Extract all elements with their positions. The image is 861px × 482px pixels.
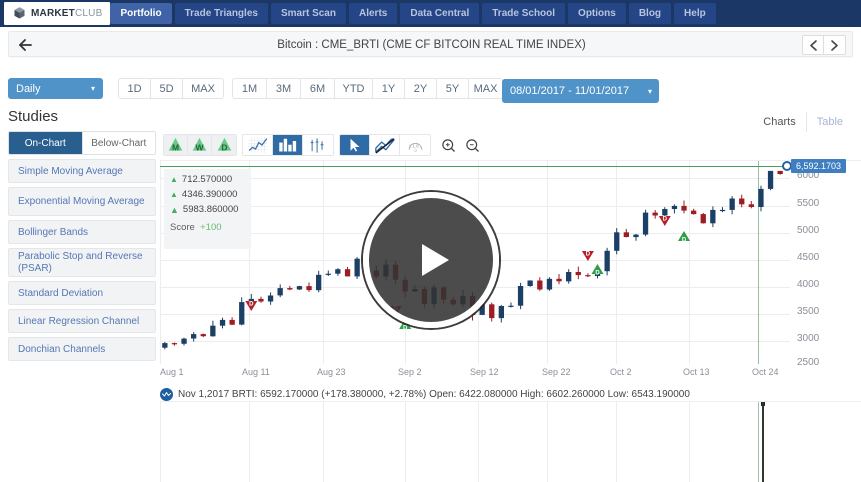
- svg-text:D: D: [663, 217, 668, 223]
- svg-text:D: D: [682, 238, 687, 244]
- svg-text:D: D: [221, 142, 227, 152]
- svg-text:0: 0: [414, 148, 417, 153]
- svg-text:D: D: [249, 302, 254, 308]
- svg-text:D: D: [403, 326, 408, 332]
- svg-text:D: D: [586, 252, 591, 258]
- svg-text:M: M: [172, 142, 179, 152]
- svg-text:W: W: [195, 142, 204, 152]
- svg-text:D: D: [595, 271, 600, 277]
